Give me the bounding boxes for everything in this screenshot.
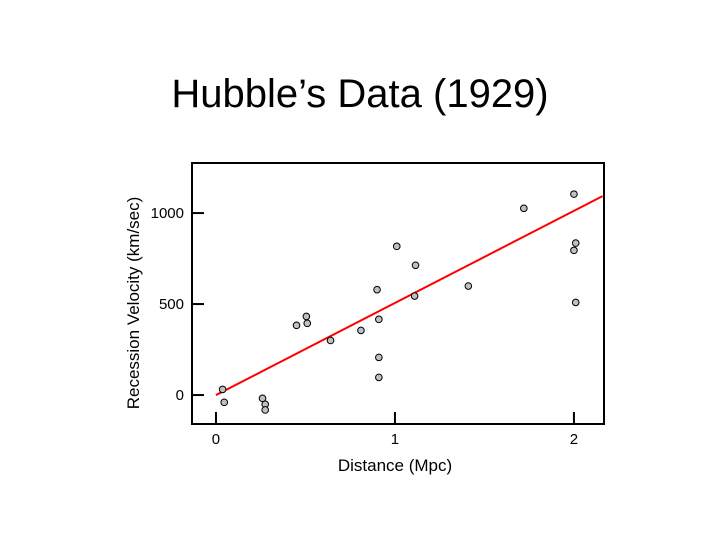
x-axis-label: Distance (Mpc) bbox=[338, 456, 452, 475]
data-point bbox=[357, 326, 365, 335]
data-point bbox=[373, 285, 381, 294]
y-axis-label: Recession Velocity (km/sec) bbox=[124, 197, 143, 410]
data-point bbox=[570, 246, 578, 255]
x-tick-label: 1 bbox=[391, 431, 399, 448]
data-point bbox=[375, 373, 383, 382]
chart-title: Hubble’s Data (1929) bbox=[171, 72, 549, 116]
data-point bbox=[410, 292, 419, 300]
data-point bbox=[570, 190, 578, 198]
data-point bbox=[261, 406, 270, 414]
fit-line bbox=[215, 195, 604, 396]
data-point bbox=[571, 239, 580, 247]
data-point bbox=[220, 398, 229, 407]
data-point bbox=[302, 312, 311, 321]
data-point bbox=[375, 353, 383, 362]
data-point bbox=[392, 242, 401, 251]
data-point bbox=[375, 315, 383, 324]
x-tick-label: 2 bbox=[570, 431, 578, 448]
x-tick-label: 0 bbox=[212, 431, 220, 448]
data-point bbox=[326, 336, 335, 345]
data-point bbox=[520, 204, 528, 213]
data-point bbox=[303, 319, 312, 328]
data-point bbox=[464, 282, 473, 290]
data-point bbox=[218, 385, 227, 394]
data-point bbox=[411, 261, 420, 270]
plot-frame bbox=[191, 162, 605, 425]
data-point bbox=[292, 321, 301, 330]
y-tick-label: 0 bbox=[176, 387, 184, 404]
y-tick-label: 500 bbox=[159, 296, 184, 313]
y-tick-label: 1000 bbox=[151, 205, 184, 222]
data-point bbox=[571, 298, 580, 307]
data-point bbox=[258, 394, 267, 403]
